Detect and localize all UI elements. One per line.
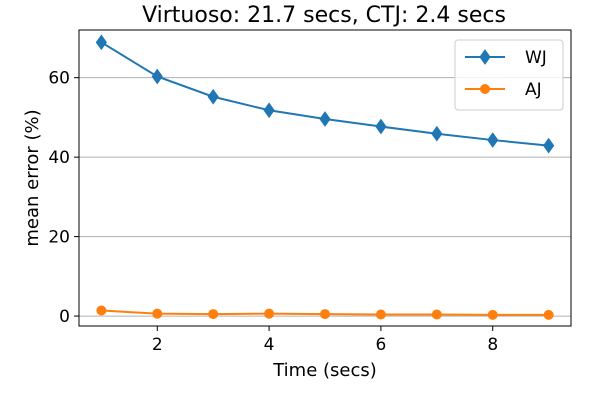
data-point — [263, 102, 275, 119]
data-point — [487, 309, 498, 320]
data-point — [264, 308, 275, 319]
series-aj — [96, 305, 554, 320]
x-tick-label: 8 — [487, 335, 498, 355]
data-point — [431, 125, 443, 142]
plot-frame — [78, 29, 572, 327]
legend: WJ AJ — [454, 39, 564, 111]
legend-item-wj: WJ — [465, 48, 547, 68]
y-axis-label: mean error (%) — [22, 109, 43, 246]
series-layer — [95, 34, 555, 320]
y-tick-label: 40 — [48, 148, 70, 168]
legend-marker — [480, 84, 490, 94]
y-tick-label: 20 — [48, 228, 70, 248]
data-point — [207, 88, 219, 105]
data-point — [96, 305, 107, 316]
data-point — [95, 34, 107, 51]
chart-title: Virtuoso: 21.7 secs, CTJ: 2.4 secs — [142, 3, 506, 28]
data-point — [375, 309, 386, 320]
legend-marker — [479, 49, 491, 65]
data-point — [151, 68, 163, 85]
data-point — [208, 309, 219, 320]
x-axis-label: Time (secs) — [272, 360, 377, 381]
y-axis: 0 20 40 60 — [48, 69, 79, 327]
data-point — [320, 309, 330, 320]
legend-item-aj: AJ — [465, 80, 542, 100]
x-tick-label: 4 — [264, 335, 275, 355]
legend-label: AJ — [525, 80, 542, 100]
data-point — [487, 132, 499, 148]
y-tick-label: 0 — [59, 307, 70, 327]
data-point — [375, 118, 387, 135]
legend-label: WJ — [525, 48, 547, 68]
x-tick-label: 2 — [152, 335, 163, 355]
data-point — [543, 309, 554, 320]
x-tick-label: 6 — [375, 335, 386, 355]
y-tick-label: 60 — [48, 69, 70, 89]
series-wj — [95, 34, 555, 154]
data-point — [431, 309, 442, 320]
data-point — [543, 137, 555, 154]
data-point — [152, 308, 163, 319]
x-axis: 2 4 6 8 — [152, 326, 498, 355]
data-point — [319, 111, 331, 127]
